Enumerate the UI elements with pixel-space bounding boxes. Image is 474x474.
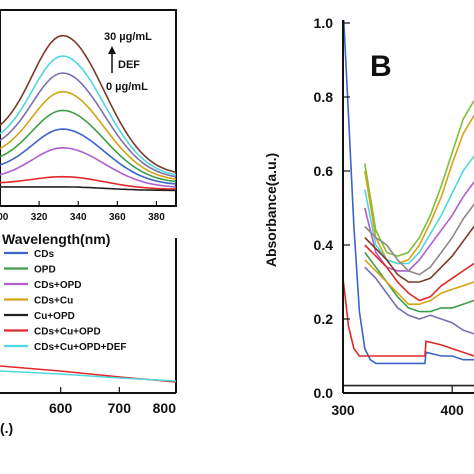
inset-frame: [0, 9, 177, 207]
panel-b-y-tick-label: 0.8: [314, 89, 334, 105]
panel-b-x-tick-label: 400: [440, 402, 464, 418]
inset-annotation-bottom: 0 µg/mL: [106, 81, 148, 93]
inset-curves: [0, 34, 177, 192]
inset-arrow-head: [108, 46, 116, 54]
legend-label: Cu+OPD: [34, 311, 75, 322]
inset-annotation-arrow: DEF: [118, 59, 140, 71]
panel-b-x-tick-label: 300: [331, 402, 355, 418]
panel-b-y-tick-label: 0.6: [314, 163, 334, 179]
panel-b-y-axis-title: Absorbance(a.u.): [263, 153, 279, 267]
panel-b-series-0: [364, 100, 474, 257]
inset-series-8: [0, 186, 176, 192]
legend-label: CDs+Cu+OPD+DEF: [34, 342, 127, 353]
inset-annotation-top: 30 µg/mL: [104, 31, 152, 43]
panel-b-series-7: [364, 251, 474, 313]
panel-b-series-2: [364, 155, 474, 265]
legend-label: OPD: [34, 265, 56, 276]
panel-b-curves: [343, 20, 474, 387]
legend-label: CDs+Cu: [34, 296, 73, 307]
main-a-x-tick-label: 600: [49, 400, 73, 416]
inset-x-tick-label: 320: [31, 212, 48, 223]
inset-series-5: [0, 128, 177, 185]
panel-b-y-tick-label: 0.4: [314, 237, 334, 253]
panel-b-series-1: [364, 115, 474, 265]
main-a-curve-cyan: [0, 370, 177, 382]
panel-b-series-6: [364, 244, 474, 302]
panel-b-series-9: [364, 266, 474, 335]
panel-b-y-tick-label: 0.0: [314, 385, 334, 401]
inset-series-7: [0, 175, 176, 190]
panel-b: 0.0 0.2 0.4 0.6 0.8 1.0 300 400 Absorbance(a.u…: [263, 15, 474, 418]
legend-label: CDs+OPD: [34, 280, 82, 291]
inset-x-tick-label: 300: [0, 212, 9, 223]
main-a-x-tick-label: 700: [108, 400, 132, 416]
panel-b-x-ticks: 300 400: [331, 386, 464, 418]
main-a-partial-axis-label: (.): [0, 420, 13, 436]
panel-b-letter: B: [370, 50, 392, 83]
inset-x-tick-label: 380: [148, 212, 165, 223]
panel-b-series-11: [343, 278, 474, 357]
panel-a-inset: 300 320 340 360 380 30 µg/mL DEF 0 µg/mL Wav…: [0, 9, 177, 247]
main-a-x-tick-label: 800: [153, 400, 177, 416]
inset-series-3: [0, 90, 177, 180]
legend-label: CDs: [34, 249, 54, 260]
inset-x-ticks: 300 320 340 360 380: [0, 201, 165, 223]
panel-b-y-tick-label: 1.0: [314, 15, 334, 31]
inset-x-axis-title: Wavelength(nm): [2, 231, 110, 247]
panel-b-series-4: [364, 203, 474, 276]
panel-b-series-8: [364, 259, 474, 306]
panel-b-series-5: [364, 226, 474, 283]
legend: CDs OPD CDs+OPD CDs+Cu Cu+OPD CDs+Cu+OPD CDs+C…: [4, 249, 127, 353]
inset-series-4: [0, 109, 177, 183]
inset-x-tick-label: 360: [109, 212, 126, 223]
inset-series-1: [0, 55, 177, 176]
inset-x-tick-label: 340: [70, 212, 87, 223]
main-a-x-ticks: 600 700 800: [49, 387, 177, 416]
panel-b-y-tick-label: 0.2: [314, 311, 334, 327]
legend-label: CDs+Cu+OPD: [34, 327, 101, 338]
panel-b-series-3: [364, 181, 474, 272]
panel-b-y-ticks: 0.0 0.2 0.4 0.6 0.8 1.0: [314, 15, 350, 401]
panel-b-series-10: [343, 20, 474, 365]
inset-series-0: [0, 34, 177, 174]
inset-series-2: [0, 72, 177, 178]
inset-series-6: [0, 146, 177, 188]
panel-a-main: 600 700 800 CDs OPD CDs+OPD CDs+Cu Cu+OPD CDs+C…: [0, 238, 177, 436]
